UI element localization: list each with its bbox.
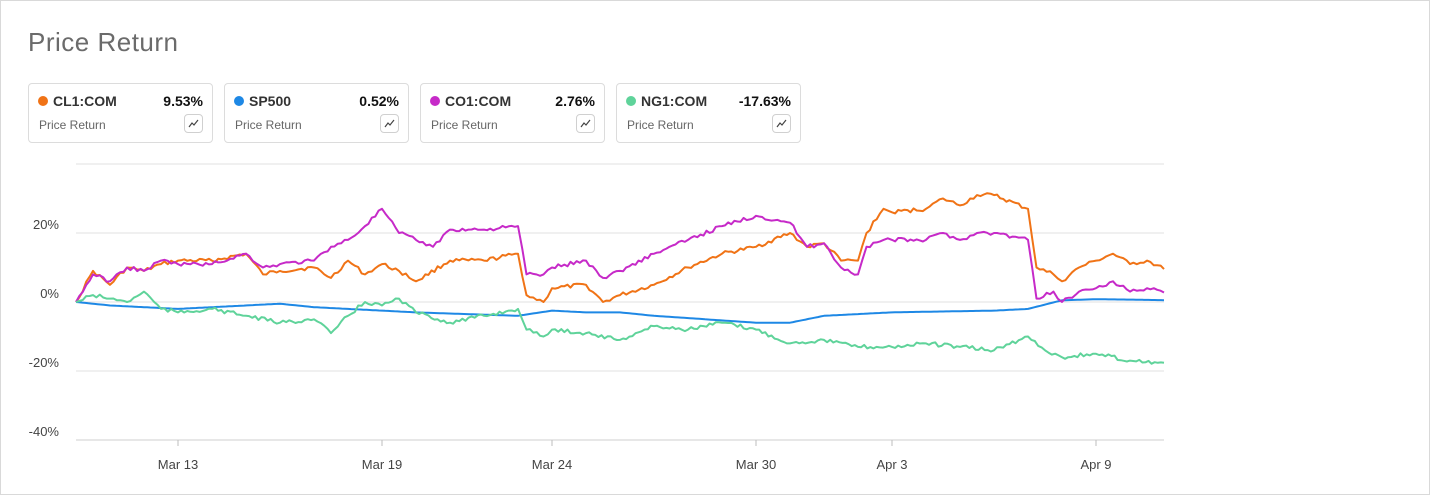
y-tick-label: 20%	[33, 217, 59, 232]
x-tick-label: Apr 3	[876, 457, 907, 472]
x-tick-label: Mar 13	[158, 457, 198, 472]
series-return-value: -17.63%	[738, 93, 791, 109]
grid-lines	[76, 163, 1164, 441]
series-subtitle: Price Return	[39, 118, 106, 132]
mini-line-chart-icon[interactable]	[380, 114, 399, 133]
series-symbol: NG1:COM	[641, 93, 708, 109]
series-color-dot	[38, 96, 48, 106]
series-card-cl1[interactable]: CL1:COM 9.53% Price Return	[28, 83, 213, 143]
x-tick-label: Mar 24	[532, 457, 572, 472]
y-tick-label: 0%	[40, 286, 59, 301]
x-tick-label: Mar 19	[362, 457, 402, 472]
series-line-co1com[interactable]	[75, 207, 1165, 303]
series-line-cl1com[interactable]	[75, 192, 1165, 303]
axis-labels: 20% 0% -20% -40% Mar 13 Mar 19 Mar 24 Mar 30 Apr…	[29, 217, 1112, 472]
series-color-dot	[234, 96, 244, 106]
mini-line-chart-icon[interactable]	[576, 114, 595, 133]
series-subtitle: Price Return	[431, 118, 498, 132]
series-return-value: 0.52%	[359, 93, 399, 109]
series-subtitle: Price Return	[627, 118, 694, 132]
y-tick-label: -20%	[29, 355, 60, 370]
x-tick-label: Mar 30	[736, 457, 776, 472]
series-symbol: SP500	[249, 93, 292, 109]
series-card-co1[interactable]: CO1:COM 2.76% Price Return	[420, 83, 605, 143]
x-tick-label: Apr 9	[1080, 457, 1111, 472]
mini-line-chart-icon[interactable]	[772, 114, 791, 133]
series-color-dot	[626, 96, 636, 106]
series-card-ng1[interactable]: NG1:COM -17.63% Price Return	[616, 83, 801, 143]
y-tick-label: -40%	[29, 424, 60, 439]
series-lines	[75, 192, 1165, 365]
series-symbol: CO1:COM	[445, 93, 512, 109]
mini-line-chart-icon[interactable]	[184, 114, 203, 133]
series-line-sp500[interactable]	[75, 298, 1165, 324]
panel-title: Price Return	[28, 27, 179, 57]
series-color-dot	[430, 96, 440, 106]
series-line-ng1com[interactable]	[75, 290, 1165, 365]
series-card-sp500[interactable]: SP500 0.52% Price Return	[224, 83, 409, 143]
series-subtitle: Price Return	[235, 118, 302, 132]
series-return-value: 9.53%	[163, 93, 203, 109]
series-symbol: CL1:COM	[53, 93, 117, 109]
series-return-value: 2.76%	[555, 93, 595, 109]
